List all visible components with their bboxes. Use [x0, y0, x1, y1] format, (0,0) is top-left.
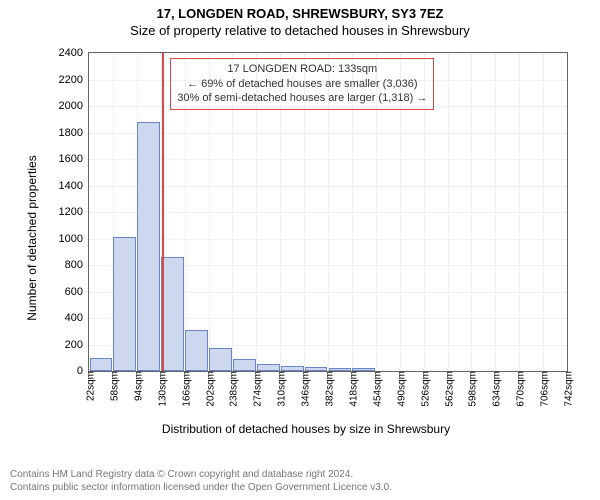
histogram-bar — [352, 368, 375, 371]
y-tick-label: 2200 — [59, 74, 89, 86]
y-tick-label: 1000 — [59, 233, 89, 245]
y-axis-label: Number of detached properties — [25, 155, 39, 320]
subject-marker-line — [162, 53, 164, 371]
x-tick-label: 634sqm — [488, 371, 503, 407]
chart-container: Number of detached properties 0200400600… — [36, 44, 576, 432]
y-tick-label: 2000 — [59, 100, 89, 112]
x-tick-label: 22sqm — [82, 371, 97, 401]
gridline-v — [495, 53, 496, 371]
gridline-v — [471, 53, 472, 371]
histogram-bar — [329, 368, 352, 371]
annotation-line: 30% of semi-detached houses are larger (… — [177, 91, 427, 106]
x-axis-label: Distribution of detached houses by size … — [162, 422, 450, 436]
x-tick-label: 130sqm — [153, 371, 168, 407]
x-tick-label: 274sqm — [249, 371, 264, 407]
x-tick-label: 202sqm — [201, 371, 216, 407]
histogram-bar — [209, 348, 232, 371]
y-tick-label: 400 — [65, 312, 89, 324]
x-tick-label: 562sqm — [440, 371, 455, 407]
page-title-line2: Size of property relative to detached ho… — [0, 21, 600, 38]
y-tick-label: 600 — [65, 286, 89, 298]
footer-line2: Contains public sector information licen… — [10, 482, 392, 495]
x-tick-label: 238sqm — [225, 371, 240, 407]
y-tick-label: 1600 — [59, 153, 89, 165]
x-tick-label: 706sqm — [536, 371, 551, 407]
x-tick-label: 418sqm — [344, 371, 359, 407]
annotation-box: 17 LONGDEN ROAD: 133sqm← 69% of detached… — [170, 58, 434, 111]
y-tick-label: 1200 — [59, 206, 89, 218]
histogram-bar — [161, 257, 184, 371]
x-tick-label: 454sqm — [368, 371, 383, 407]
x-tick-label: 742sqm — [560, 371, 575, 407]
histogram-bar — [90, 358, 113, 371]
footer-line1: Contains HM Land Registry data © Crown c… — [10, 469, 392, 482]
y-tick-label: 1400 — [59, 180, 89, 192]
x-tick-label: 310sqm — [273, 371, 288, 407]
x-tick-label: 94sqm — [129, 371, 144, 401]
x-tick-label: 526sqm — [416, 371, 431, 407]
x-tick-label: 598sqm — [464, 371, 479, 407]
histogram-bar — [257, 364, 280, 371]
x-tick-label: 670sqm — [512, 371, 527, 407]
histogram-bar — [137, 122, 160, 371]
histogram-bar — [305, 367, 328, 371]
gridline-v — [448, 53, 449, 371]
histogram-bar — [281, 366, 304, 371]
y-tick-label: 200 — [65, 339, 89, 351]
y-tick-label: 1800 — [59, 127, 89, 139]
page-title-line1: 17, LONGDEN ROAD, SHREWSBURY, SY3 7EZ — [0, 0, 600, 21]
plot-area: 0200400600800100012001400160018002000220… — [88, 52, 568, 372]
annotation-line: 17 LONGDEN ROAD: 133sqm — [177, 62, 427, 77]
x-tick-label: 166sqm — [177, 371, 192, 407]
annotation-line: ← 69% of detached houses are smaller (3,… — [177, 77, 427, 92]
y-tick-label: 2400 — [59, 47, 89, 59]
histogram-bar — [185, 330, 208, 371]
x-tick-label: 382sqm — [321, 371, 336, 407]
gridline-v — [543, 53, 544, 371]
histogram-bar — [233, 359, 256, 371]
y-tick-label: 800 — [65, 259, 89, 271]
x-tick-label: 490sqm — [392, 371, 407, 407]
gridline-v — [519, 53, 520, 371]
x-tick-label: 58sqm — [105, 371, 120, 401]
x-tick-label: 346sqm — [297, 371, 312, 407]
footer-attribution: Contains HM Land Registry data © Crown c… — [10, 469, 392, 494]
histogram-bar — [113, 237, 136, 371]
